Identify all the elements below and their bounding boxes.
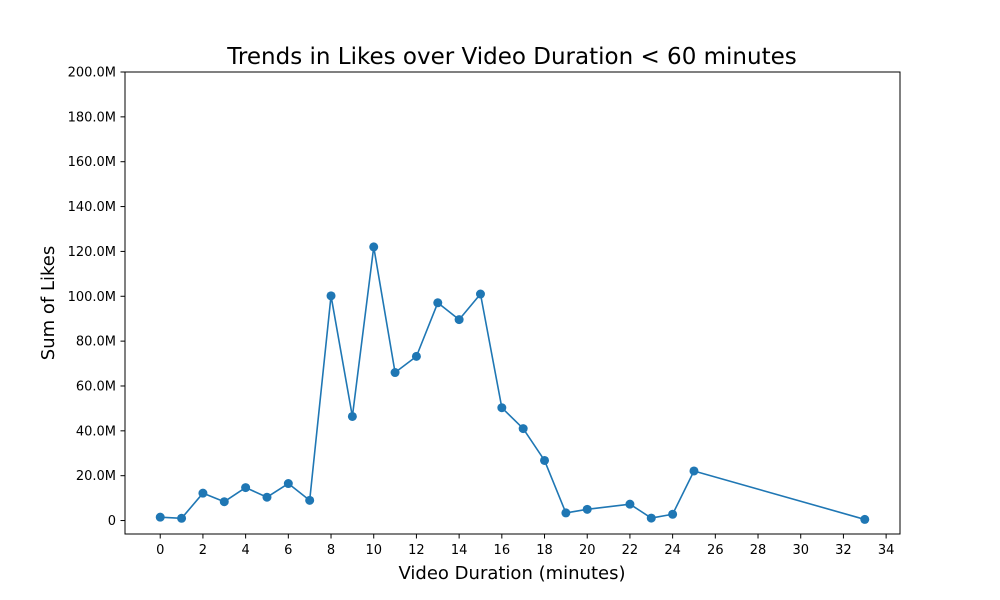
data-point	[155, 512, 165, 522]
data-point	[219, 497, 229, 507]
data-point	[326, 291, 336, 301]
x-tick-label: 26	[707, 543, 724, 558]
data-point	[540, 455, 550, 465]
data-point	[390, 368, 400, 378]
x-tick-label: 20	[579, 543, 596, 558]
y-tick-label: 200.0M	[68, 66, 116, 81]
x-tick-label: 24	[664, 543, 681, 558]
y-tick-label: 160.0M	[68, 155, 116, 170]
data-point	[411, 351, 421, 361]
plot-area: 0 2 4 6 8 10 12 14 16 18 20 22 24 26 28 30 32 34 020.0M40…	[68, 66, 901, 558]
data-point	[369, 242, 379, 252]
x-tick-label: 14	[451, 543, 468, 558]
data-point	[347, 411, 357, 421]
y-tick-label: 0	[108, 514, 116, 529]
data-point	[475, 289, 485, 299]
data-point	[518, 424, 528, 434]
x-tick-label: 18	[536, 543, 553, 558]
x-tick-label: 16	[494, 543, 511, 558]
y-tick-label: 100.0M	[68, 290, 116, 305]
series-layer	[155, 242, 870, 524]
x-axis-ticks: 0 2 4 6 8 10 12 14 16 18 20 22 24 26 28 30 32 34	[156, 534, 894, 558]
x-tick-label: 0	[156, 543, 164, 558]
data-point	[198, 488, 208, 498]
data-point	[305, 495, 315, 505]
x-tick-label: 8	[327, 543, 335, 558]
y-tick-label: 40.0M	[76, 424, 116, 439]
x-tick-label: 34	[878, 543, 895, 558]
x-tick-label: 12	[408, 543, 425, 558]
y-axis-label: Sum of Likes	[38, 246, 59, 360]
x-tick-label: 2	[199, 543, 207, 558]
data-point	[561, 508, 571, 518]
data-point	[454, 315, 464, 325]
y-tick-label: 80.0M	[76, 335, 116, 350]
x-tick-label: 22	[622, 543, 639, 558]
y-tick-label: 140.0M	[68, 200, 116, 215]
data-point	[283, 479, 293, 489]
data-point	[497, 403, 507, 413]
x-tick-label: 6	[284, 543, 292, 558]
chart-title: Trends in Likes over Video Duration < 60…	[226, 44, 797, 70]
x-tick-label: 30	[792, 543, 809, 558]
data-point	[582, 504, 592, 514]
data-point	[860, 514, 870, 524]
x-tick-label: 32	[835, 543, 852, 558]
data-point	[689, 466, 699, 476]
plot-frame	[124, 71, 901, 535]
x-tick-label: 28	[750, 543, 767, 558]
data-point	[177, 513, 187, 523]
y-tick-label: 20.0M	[76, 469, 116, 484]
data-point	[625, 499, 635, 509]
y-tick-label: 60.0M	[76, 379, 116, 394]
x-tick-label: 4	[241, 543, 249, 558]
y-axis-ticks: 0 20.0M 40.0M 60.0M 80.0M 100.0M 120.0M 140.0M 1…	[68, 66, 125, 529]
data-point	[646, 513, 656, 523]
x-tick-label: 10	[365, 543, 382, 558]
y-tick-label: 120.0M	[68, 245, 116, 260]
x-axis-label: Video Duration (minutes)	[399, 563, 626, 584]
data-point	[262, 492, 272, 502]
data-point	[433, 298, 443, 308]
data-point	[668, 509, 678, 519]
data-point	[241, 483, 251, 493]
y-tick-label: 180.0M	[68, 110, 116, 125]
